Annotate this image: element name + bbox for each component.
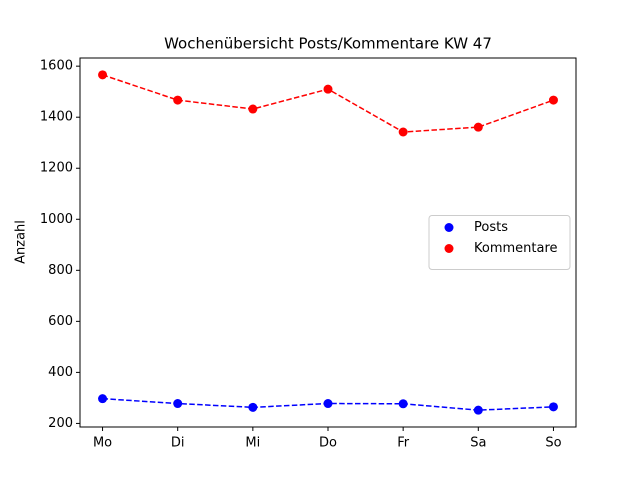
y-axis-label: Anzahl xyxy=(14,220,29,264)
data-point xyxy=(548,402,558,412)
y-tick-label: 600 xyxy=(48,314,73,329)
data-point xyxy=(398,127,408,137)
x-tick-label: So xyxy=(545,436,561,451)
data-point xyxy=(398,399,408,409)
data-point xyxy=(248,104,258,114)
y-tick-label: 1200 xyxy=(40,161,73,176)
x-tick-label: Mi xyxy=(245,436,260,451)
data-point xyxy=(473,122,483,132)
legend-box xyxy=(428,215,571,270)
data-point xyxy=(98,394,108,404)
y-tick-label: 1600 xyxy=(40,59,73,74)
legend-marker xyxy=(444,223,454,232)
y-tick-label: 200 xyxy=(48,416,73,431)
data-point xyxy=(548,95,558,105)
data-point xyxy=(173,95,183,105)
chart-title: Wochenübersicht Posts/Kommentare KW 47 xyxy=(164,35,492,53)
data-point xyxy=(98,70,108,80)
data-point xyxy=(323,399,333,409)
x-tick-label: Mo xyxy=(93,436,112,451)
data-point xyxy=(323,84,333,94)
y-tick-label: 1000 xyxy=(40,212,73,227)
x-tick-label: Di xyxy=(171,436,185,451)
x-tick-label: Fr xyxy=(397,436,410,451)
data-point xyxy=(473,405,483,415)
data-point xyxy=(248,402,258,412)
legend-marker xyxy=(444,244,454,253)
plot-frame xyxy=(79,57,577,428)
x-tick-label: Do xyxy=(319,436,337,451)
y-tick-label: 800 xyxy=(48,263,73,278)
legend-label: Kommentare xyxy=(474,241,558,256)
y-tick-label: 1400 xyxy=(40,110,73,125)
x-tick-label: Sa xyxy=(470,436,486,451)
legend-label: Posts xyxy=(474,220,508,235)
data-point xyxy=(173,399,183,409)
y-tick-label: 400 xyxy=(48,365,73,380)
